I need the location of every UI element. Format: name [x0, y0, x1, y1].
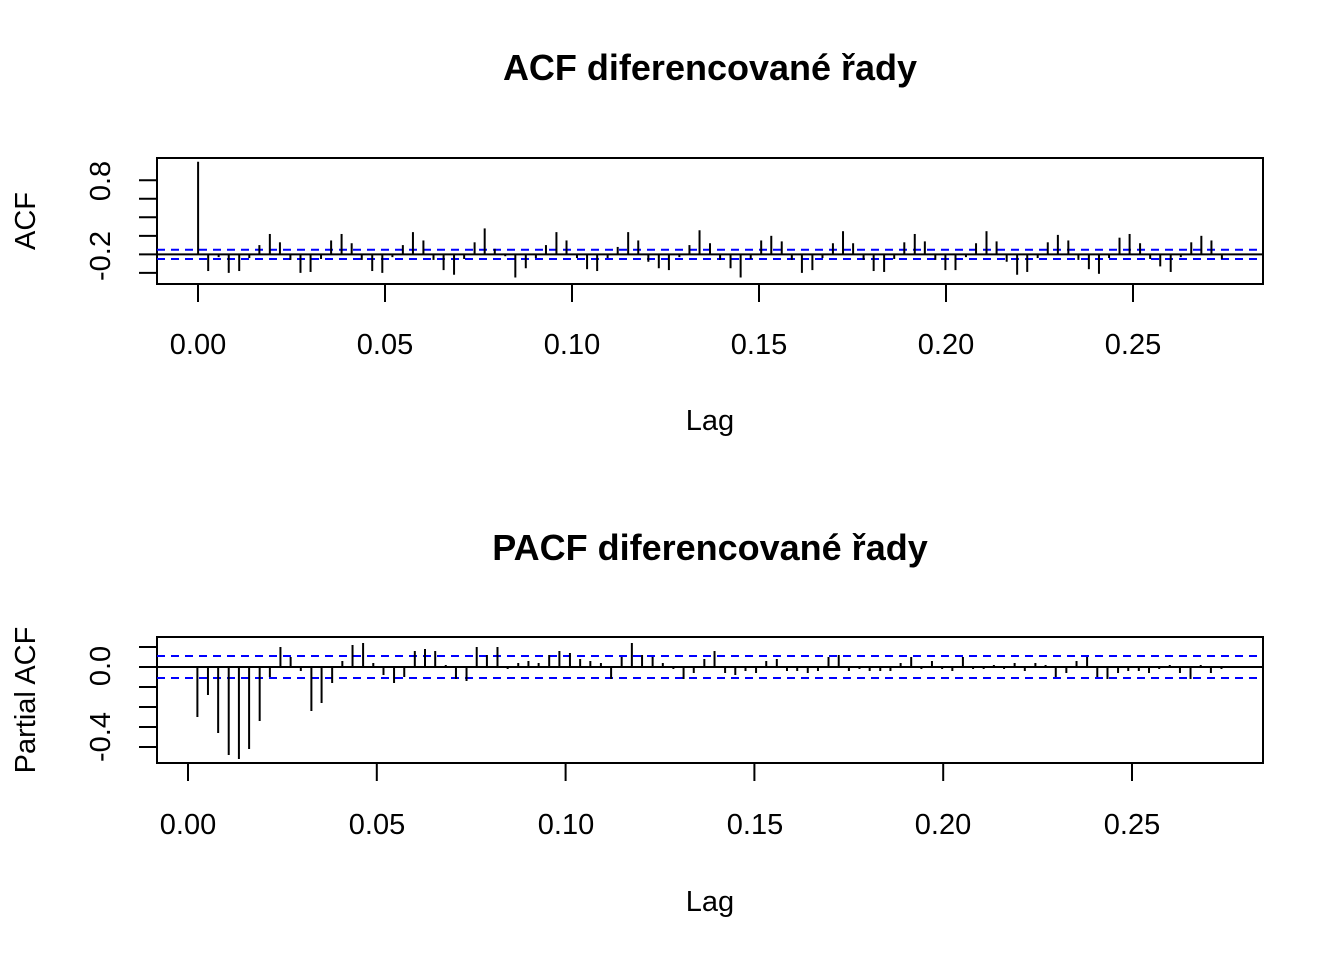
acf-panel: ACF diferencované řady Lag ACF 0.00 0.05… — [10, 47, 1264, 437]
pacf-x-tick-label: 0.10 — [538, 809, 594, 841]
pacf-title: PACF diferencované řady — [492, 527, 927, 568]
pacf-y-tick-label: 0.0 — [85, 646, 117, 686]
acf-marks — [139, 161, 1263, 302]
pacf-x-tick-label: 0.00 — [160, 809, 216, 841]
acf-x-axis-label: Lag — [686, 405, 734, 437]
pacf-panel: PACF diferencované řady Lag Partial ACF … — [10, 527, 1264, 918]
acf-x-tick-label: 0.00 — [170, 329, 226, 361]
acf-y-tick-label: 0.8 — [85, 161, 117, 201]
acf-y-tick-label: -0.2 — [85, 231, 117, 281]
acf-x-tick-label: 0.25 — [1105, 329, 1161, 361]
pacf-y-axis-label: Partial ACF — [10, 627, 42, 774]
acf-x-tick-label: 0.10 — [544, 329, 600, 361]
acf-x-tick-label: 0.20 — [918, 329, 974, 361]
pacf-x-tick-label: 0.20 — [915, 809, 971, 841]
pacf-x-axis-label: Lag — [686, 886, 734, 918]
acf-plot-frame — [156, 157, 1264, 285]
pacf-marks — [139, 643, 1263, 781]
pacf-y-tick-label: -0.4 — [85, 712, 117, 762]
pacf-y-tick-labels: -0.4 0.0 — [85, 646, 117, 762]
acf-x-tick-labels: 0.00 0.05 0.10 0.15 0.20 0.25 — [170, 329, 1161, 361]
acf-x-tick-label: 0.15 — [731, 329, 787, 361]
pacf-plot-frame — [156, 636, 1264, 764]
pacf-x-tick-label: 0.05 — [349, 809, 405, 841]
acf-y-tick-labels: -0.2 0.8 — [85, 161, 117, 281]
acf-x-tick-label: 0.05 — [357, 329, 413, 361]
acf-y-axis-label: ACF — [10, 192, 42, 250]
pacf-x-tick-label: 0.25 — [1104, 809, 1160, 841]
pacf-x-tick-labels: 0.00 0.05 0.10 0.15 0.20 0.25 — [160, 809, 1160, 841]
pacf-x-tick-label: 0.15 — [727, 809, 783, 841]
acf-title: ACF diferencované řady — [503, 47, 917, 88]
